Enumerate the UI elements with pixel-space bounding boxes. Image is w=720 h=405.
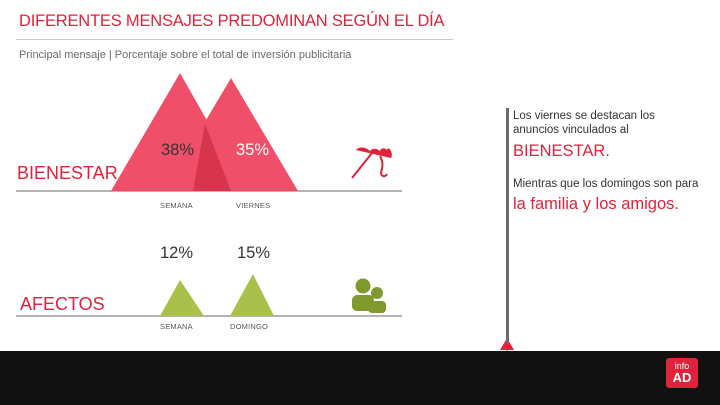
logo-text-bottom: AD [672, 370, 692, 385]
footer-bar [0, 351, 720, 405]
insight-text-1: Los viernes se destacan los anuncios vin… [513, 110, 655, 136]
day-label-bienestar-semana: SEMANA [160, 201, 193, 210]
timeline-marker [500, 338, 514, 350]
umbrella-icon [351, 147, 392, 179]
insight-highlight-2: la familia y los amigos. [513, 195, 679, 213]
people-icon [352, 278, 386, 313]
data-label-bienestar-semana: 38% [161, 141, 195, 159]
insight-text-2: Mientras que los domingos son para [513, 178, 699, 190]
infoad-logo: info AD [666, 358, 698, 388]
day-label-afectos-semana: SEMANA [160, 322, 193, 331]
panel-timeline-line [506, 108, 509, 344]
insight-panel: Los viernes se destacan los anuncios vin… [513, 109, 703, 216]
insight-text-2-block: Mientras que los domingos son para la fa… [513, 174, 703, 216]
page-subtitle: Principal mensaje | Porcentaje sobre el … [19, 49, 352, 61]
data-label-afectos-domingo: 15% [237, 244, 271, 262]
page-title: DIFERENTES MENSAJES PREDOMINAN SEGÚN EL … [19, 12, 445, 30]
bienestar-overlap [193, 124, 231, 191]
data-label-afectos-semana: 12% [160, 244, 194, 262]
category-label-afectos: AFECTOS [20, 294, 105, 314]
afectos-domingo-triangle [230, 274, 274, 316]
afectos-semana-triangle [160, 280, 204, 316]
bienestar-viernes-triangle [164, 78, 298, 191]
data-label-bienestar-viernes: 35% [236, 141, 270, 159]
category-label-bienestar: BIENESTAR [17, 163, 118, 183]
day-label-afectos-domingo: DOMINGO [230, 322, 269, 331]
logo-text-top: info [674, 361, 690, 371]
insight-highlight-1: BIENESTAR. [513, 142, 610, 160]
title-divider [16, 39, 453, 40]
day-label-bienestar-viernes: VIERNES [236, 201, 271, 210]
